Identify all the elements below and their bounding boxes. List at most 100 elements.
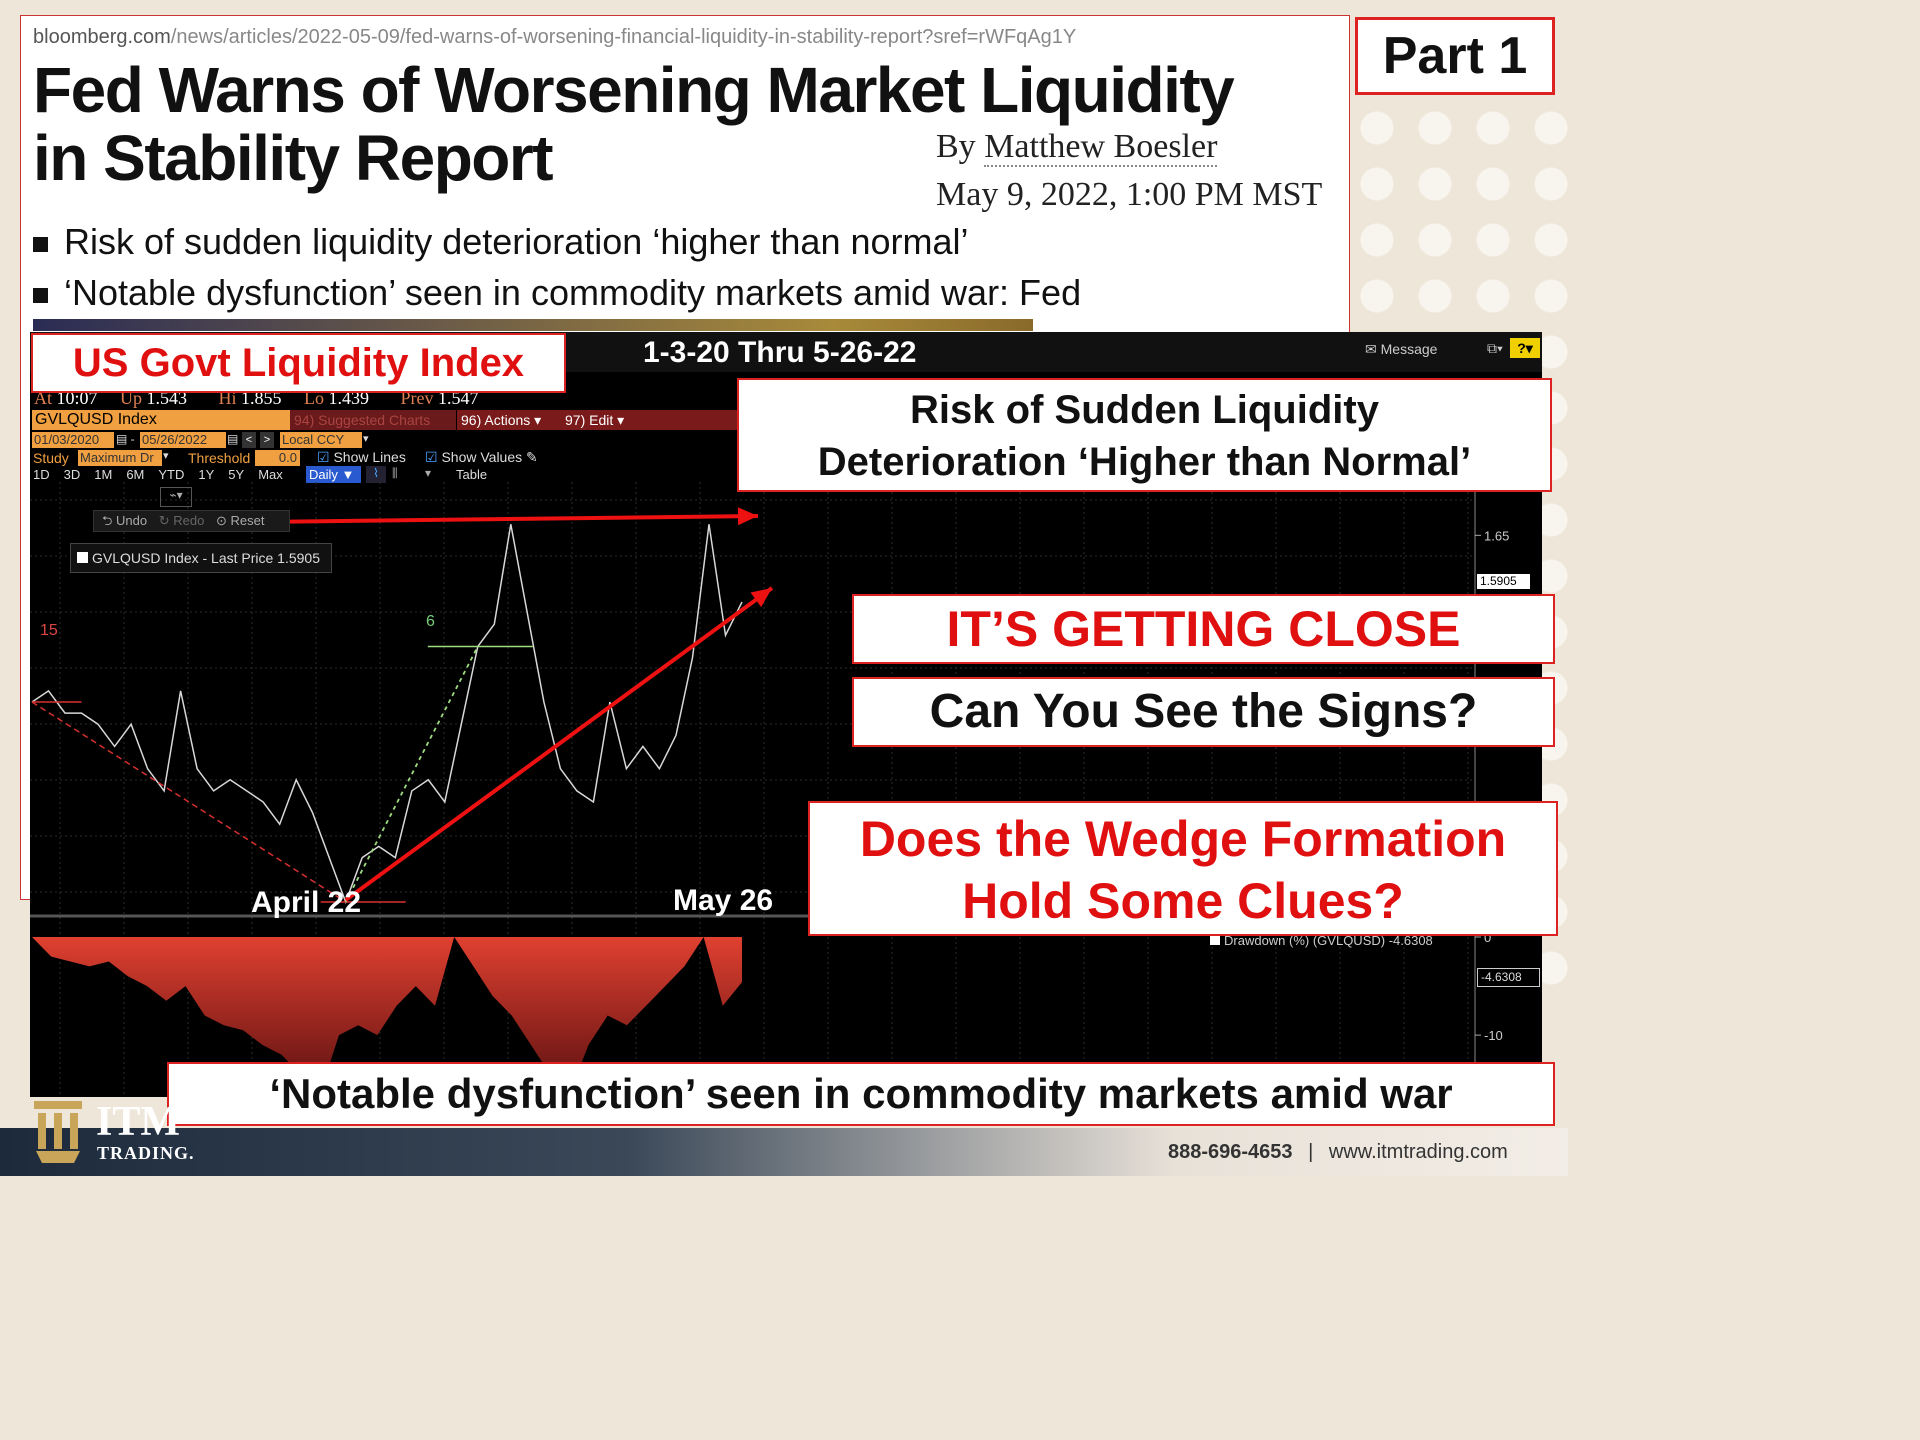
checkbox-icon: ☑ <box>425 449 438 465</box>
ticker-field[interactable]: GVLQUSD Index <box>32 410 290 430</box>
itm-logo-icon <box>34 1101 82 1163</box>
article-image <box>33 319 1033 331</box>
prev-label: Prev <box>400 388 434 408</box>
window-menu-icon[interactable]: ⧉▾ <box>1487 340 1503 356</box>
at-value: 10:07 <box>56 388 98 408</box>
price-series-line <box>31 524 743 905</box>
period-button[interactable]: 1M <box>94 467 113 482</box>
period-button[interactable]: 3D <box>63 467 81 482</box>
drawdown-tag: -4.6308 <box>1477 968 1540 987</box>
redo-button[interactable]: ↻ Redo <box>158 513 205 528</box>
risk-callout: Risk of Sudden Liquidity Deterioration ‘… <box>737 378 1552 492</box>
part-label: Part 1 <box>1355 17 1555 95</box>
getting-close-callout: IT’S GETTING CLOSE <box>852 594 1555 664</box>
y-tick-label: 1.65 <box>1484 528 1509 543</box>
wedge-support-arrow <box>344 586 774 902</box>
legend-swatch <box>77 552 88 563</box>
logo-text-top: ITM <box>96 1099 180 1145</box>
legend-swatch <box>1210 935 1220 945</box>
resistance-arrow <box>257 514 759 524</box>
price-legend: GVLQUSD Index - Last Price 1.5905 <box>70 543 332 573</box>
url-host: bloomberg.com <box>33 26 171 48</box>
line-chart-icon[interactable]: ⌇ <box>366 466 386 483</box>
phone-number[interactable]: 888-696-4653 <box>1168 1141 1293 1163</box>
threshold-label: Threshold <box>188 450 251 466</box>
footer-contact: 888-696-4653 | www.itmtrading.com <box>1168 1141 1508 1164</box>
suggested-charts-button[interactable]: 94) Suggested Charts <box>290 410 456 430</box>
reset-label: Reset <box>230 513 265 528</box>
period-button[interactable]: 5Y <box>228 467 245 482</box>
chart-annotations <box>31 507 774 903</box>
period-button[interactable]: 1D <box>33 467 50 482</box>
may-label: May 26 <box>673 884 774 917</box>
chart-type-icon[interactable]: ⌁▾ <box>160 487 192 507</box>
date-range-label: 1-3-20 Thru 5-26-22 <box>643 336 917 369</box>
byline: By Matthew Boesler <box>936 128 1218 167</box>
signs-callout: Can You See the Signs? <box>852 677 1555 747</box>
resistance-arrow-head <box>737 507 758 526</box>
marker-label: 15 <box>40 622 58 639</box>
risk-line-2: Deterioration ‘Higher than Normal’ <box>817 440 1472 484</box>
frequency-select[interactable]: Daily ▼ <box>306 466 361 483</box>
lo-value: 1.439 <box>328 388 370 408</box>
chart-svg: 1.651.401.350-10 <box>30 482 1509 1097</box>
author-link[interactable]: Matthew Boesler <box>984 128 1218 167</box>
threshold-input[interactable]: 0.0 <box>255 450 300 466</box>
price-line <box>31 524 743 905</box>
y-tick-label: -10 <box>1484 1028 1503 1043</box>
calendar-icon[interactable]: ▤ - <box>116 432 135 446</box>
undo-button[interactable]: ⮌ Undo <box>102 513 148 528</box>
quote-row: At 10:07 Up 1.543 Hi 1.855 Lo 1.439 Prev… <box>34 388 479 409</box>
headline-line-2: in Stability Report <box>33 122 554 194</box>
lo-label: Lo <box>304 388 325 408</box>
dd-legend-label: Drawdown (%) (GVLQUSD) -4.6308 <box>1224 933 1433 948</box>
period-button[interactable]: 6M <box>126 467 145 482</box>
study-select[interactable]: Maximum Dr <box>78 450 162 466</box>
next-arrow-icon[interactable]: > <box>260 432 274 448</box>
rally-dashed-line <box>344 646 479 903</box>
period-button[interactable]: YTD <box>158 467 185 482</box>
headline-line-1: Fed Warns of Worsening Market Liquidity <box>33 54 1235 126</box>
show-values-label: Show Values <box>441 449 523 465</box>
article-url[interactable]: bloomberg.com/news/articles/2022-05-09/f… <box>33 26 1076 49</box>
period-button[interactable]: Max <box>258 467 283 482</box>
undo-label: Undo <box>116 513 148 528</box>
up-value: 1.543 <box>146 388 188 408</box>
period-button[interactable]: 1Y <box>198 467 215 482</box>
at-label: At <box>34 388 52 408</box>
article-date: May 9, 2022, 1:00 PM MST <box>936 176 1323 213</box>
reset-button[interactable]: ⊙ Reset <box>215 513 265 528</box>
end-date-field[interactable]: 05/26/2022 <box>140 432 226 448</box>
website-link[interactable]: www.itmtrading.com <box>1328 1141 1508 1163</box>
mail-icon: ✉ <box>1365 341 1381 357</box>
help-icon[interactable]: ?▾ <box>1510 338 1540 358</box>
currency-select[interactable]: Local CCY <box>280 432 362 448</box>
show-lines-label: Show Lines <box>333 449 406 465</box>
pencil-icon: ✎ <box>526 449 538 465</box>
message-button[interactable]: ✉ Message <box>1365 341 1437 358</box>
prev-arrow-icon[interactable]: < <box>242 432 256 448</box>
y-tick-label: 0 <box>1484 930 1491 945</box>
show-values-checkbox[interactable]: ☑ Show Values ✎ <box>425 449 538 466</box>
show-lines-checkbox[interactable]: ☑ Show Lines <box>317 449 406 466</box>
chevron-down-icon[interactable]: ▾ <box>363 433 369 445</box>
legend-label: GVLQUSD Index - Last Price 1.5905 <box>92 550 320 566</box>
wedge-support-arrow-head <box>750 588 772 608</box>
chevron-down-icon[interactable]: ▾ <box>425 466 432 480</box>
byline-prefix: By <box>936 128 985 165</box>
start-date-field[interactable]: 01/03/2020 <box>32 432 114 448</box>
bullet-item: ‘Notable dysfunction’ seen in commodity … <box>33 272 1081 314</box>
edit-button[interactable]: 97) Edit ▾ <box>561 410 635 430</box>
chevron-down-icon[interactable]: ▾ <box>163 450 169 462</box>
checkbox-icon: ☑ <box>317 449 330 465</box>
redo-label: Redo <box>173 513 205 528</box>
period-buttons: 1D 3D 1M 6M YTD 1Y 5Y Max <box>33 467 283 482</box>
calendar-icon[interactable]: ▤ <box>227 432 239 446</box>
drawdown-dashed-line <box>31 701 347 903</box>
actions-button[interactable]: 96) Actions ▾ <box>457 410 561 430</box>
wedge-line-2: Hold Some Clues? <box>962 873 1404 929</box>
hi-value: 1.855 <box>241 388 282 408</box>
table-button[interactable]: Table <box>456 467 488 482</box>
wedge-callout: Does the Wedge Formation Hold Some Clues… <box>808 801 1558 936</box>
bar-chart-icon[interactable]: ⫼ <box>392 466 398 480</box>
